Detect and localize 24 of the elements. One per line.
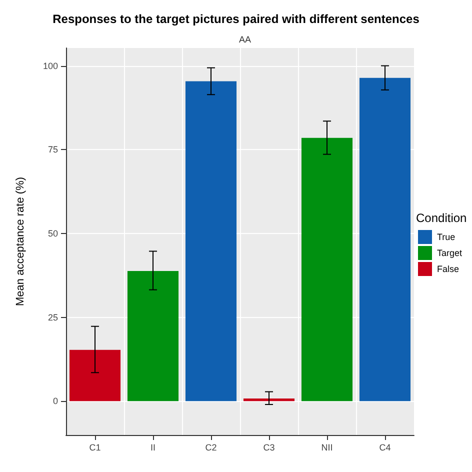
x-tick-label: C4 [379,442,391,452]
bar [359,78,411,402]
bar [301,138,353,402]
legend-label: True [437,232,456,242]
bar [185,81,237,402]
legend-label: Target [437,248,463,258]
y-tick-label: 100 [42,60,58,71]
bar [127,271,179,402]
y-tick-label: 75 [48,144,58,155]
x-tick-label: NII [321,442,333,452]
y-tick-label: 0 [52,396,58,406]
legend-label: False [437,264,460,274]
chart-title: Responses to the target pictures paired with different sentences [52,12,420,26]
chart-subtitle: AA [238,34,252,44]
legend-title: Condition [416,211,467,225]
x-tick-label: II [150,442,156,452]
bar [243,398,295,402]
y-axis-title: Mean acceptance rate (%) [14,176,26,306]
y-tick-label: 50 [48,228,58,238]
x-tick-label: C2 [205,442,217,452]
x-tick-label: C1 [89,442,101,452]
bar [69,350,121,402]
y-tick-label: 25 [48,312,58,322]
x-tick-label: C3 [263,442,275,452]
